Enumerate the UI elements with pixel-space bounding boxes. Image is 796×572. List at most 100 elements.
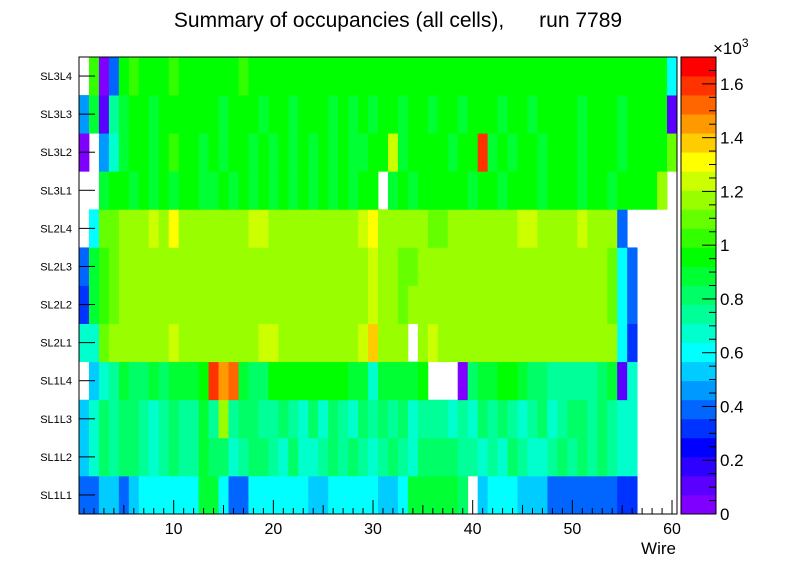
heatmap-cell <box>397 323 409 363</box>
heatmap-cell <box>128 95 140 134</box>
heatmap-cell <box>378 361 389 401</box>
heatmap-cell <box>318 437 329 477</box>
heatmap-cell <box>368 133 379 172</box>
heatmap-cell <box>178 475 190 515</box>
x-axis-tick-label: 50 <box>563 521 581 538</box>
heatmap-cell <box>567 95 578 134</box>
heatmap-cell <box>547 437 558 477</box>
heatmap-cell <box>298 361 309 401</box>
heatmap-cell <box>637 57 648 96</box>
heatmap-cell <box>128 209 140 248</box>
heatmap-cell <box>128 247 140 286</box>
heatmap-cell <box>358 247 369 286</box>
heatmap-cell <box>148 437 160 477</box>
heatmap-cell <box>427 475 439 515</box>
color-scale-tick-label: 1 <box>720 236 729 255</box>
heatmap-cell <box>397 399 409 439</box>
x-axis-label: Wire <box>641 539 676 558</box>
heatmap-cell <box>378 133 389 172</box>
heatmap-cell <box>158 57 170 96</box>
heatmap-cell <box>358 95 369 134</box>
heatmap-cell <box>417 209 429 248</box>
heatmap-cell <box>457 57 469 96</box>
heatmap-cell <box>547 133 558 172</box>
heatmap-cell <box>128 399 140 439</box>
heatmap-cell <box>627 171 638 210</box>
heatmap-cell <box>507 437 518 477</box>
heatmap-cell <box>537 399 548 439</box>
heatmap-cell <box>577 209 588 248</box>
heatmap-cell <box>437 133 449 172</box>
y-axis: SL1L1 SL1L2 SL1L3 SL1L4 SL2L1 SL2L2 SL2L3 SL2L4… <box>40 71 95 502</box>
heatmap-cell <box>118 209 130 248</box>
heatmap-cell <box>617 247 628 286</box>
heatmap-cell <box>567 247 578 286</box>
heatmap-cell <box>387 437 399 477</box>
heatmap-cell <box>268 247 279 286</box>
heatmap-cell <box>577 323 588 363</box>
heatmap-cell <box>218 323 229 363</box>
heatmap-cell <box>308 285 319 324</box>
heatmap-cell <box>98 57 110 96</box>
heatmap-cell <box>178 209 190 248</box>
heatmap-cell <box>527 57 538 96</box>
heatmap-cell <box>547 475 558 515</box>
heatmap-cell <box>577 437 588 477</box>
color-scale-bar <box>680 56 717 515</box>
color-scale-band <box>681 380 716 401</box>
heatmap-cell <box>517 247 528 286</box>
heatmap-cell <box>447 95 459 134</box>
heatmap-cell <box>587 399 598 439</box>
heatmap-cell <box>617 323 628 363</box>
heatmap-cell <box>397 475 409 515</box>
heatmap-cell <box>467 247 479 286</box>
heatmap-cell <box>168 209 180 248</box>
x-axis-tick-label: 20 <box>264 521 282 538</box>
heatmap-cell <box>397 361 409 401</box>
heatmap-cell <box>597 323 608 363</box>
heatmap-cell <box>537 209 548 248</box>
heatmap-cell <box>258 247 269 286</box>
y-axis-label: SL1L3 <box>40 414 72 426</box>
heatmap-cell <box>457 209 469 248</box>
heatmap-cell <box>168 285 180 324</box>
heatmap-cell <box>477 323 489 363</box>
heatmap-cell <box>547 285 558 324</box>
heatmap-cell <box>587 475 598 515</box>
heatmap-cell <box>338 399 349 439</box>
heatmap-cell <box>268 475 279 515</box>
heatmap-cell <box>607 285 618 324</box>
heatmap-cell <box>108 285 120 324</box>
heatmap-cell <box>298 323 309 363</box>
heatmap-cell <box>437 247 449 286</box>
heatmap-cell <box>328 399 339 439</box>
heatmap-cell <box>328 57 339 96</box>
heatmap-cells <box>79 57 678 515</box>
heatmap-cell <box>188 361 199 401</box>
heatmap-cell <box>298 475 309 515</box>
heatmap-cell <box>278 475 289 515</box>
heatmap-cell <box>457 171 469 210</box>
heatmap-cell <box>228 399 239 439</box>
heatmap-cell <box>348 323 359 363</box>
heatmap-cell <box>138 95 150 134</box>
heatmap-cell <box>138 475 150 515</box>
heatmap-cell <box>397 133 409 172</box>
heatmap-cell <box>417 399 429 439</box>
heatmap-cell <box>248 95 259 134</box>
heatmap-cell <box>308 437 319 477</box>
heatmap-cell <box>148 285 160 324</box>
heatmap-cell <box>198 209 209 248</box>
heatmap-cell <box>587 323 598 363</box>
heatmap-cell <box>198 399 209 439</box>
heatmap-cell <box>98 209 110 248</box>
y-axis-label: SL3L3 <box>40 109 72 121</box>
heatmap-cell <box>138 57 150 96</box>
heatmap-cell <box>308 399 319 439</box>
heatmap-cell <box>358 475 369 515</box>
heatmap-cell <box>198 475 209 515</box>
heatmap-cell <box>477 475 489 515</box>
heatmap-cell <box>517 57 528 96</box>
heatmap-cell <box>268 171 279 210</box>
heatmap-cell <box>148 323 160 363</box>
